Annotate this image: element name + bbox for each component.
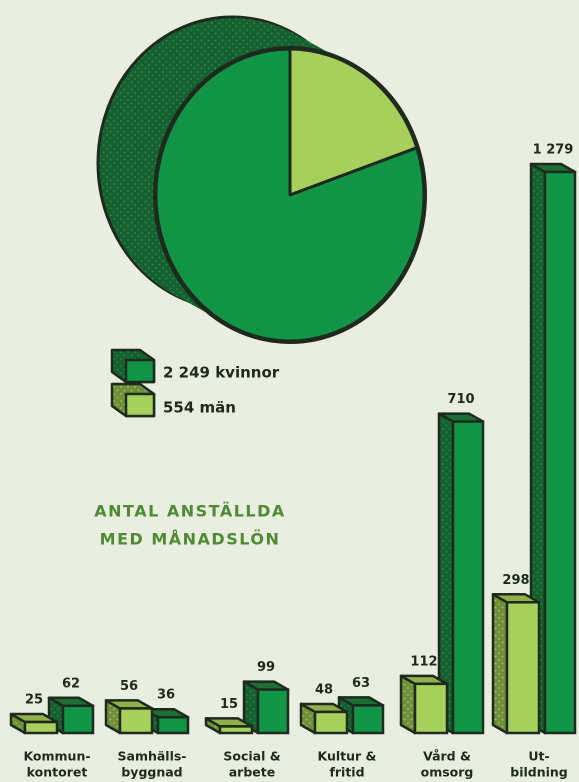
category-label: kontoret: [27, 765, 88, 780]
value-label: 36: [157, 688, 175, 703]
bar: [118, 707, 154, 735]
bar: [505, 601, 541, 735]
value-label: 56: [120, 679, 138, 694]
category-label: Samhälls-: [118, 749, 187, 764]
value-label: 298: [502, 573, 529, 588]
bar: [218, 725, 254, 735]
category-label: Ut-: [528, 749, 549, 764]
bar: [351, 704, 385, 735]
bar: [156, 715, 190, 735]
bars: 62 25 Kommun-kontoret 36 56 Samhälls-byggnad 9…: [9, 143, 577, 780]
category-label: bildning: [510, 765, 568, 780]
legend: [110, 348, 156, 418]
value-label: 25: [25, 693, 43, 708]
category-label: omsorg: [421, 765, 474, 780]
legend-icon: [124, 392, 156, 418]
category-label: Social &: [223, 749, 280, 764]
category-label: Vård &: [423, 749, 471, 764]
bar: [256, 688, 290, 735]
value-label: 62: [62, 676, 80, 691]
value-label: 1 279: [533, 143, 574, 158]
category-label: Kultur &: [318, 749, 377, 764]
value-label: 99: [257, 660, 275, 675]
bar: [543, 170, 577, 735]
bar: [61, 704, 95, 735]
value-label: 710: [447, 392, 474, 407]
bar-side: [399, 674, 417, 735]
title: MED MÅNADSLÖN: [100, 530, 281, 549]
bar-side: [491, 593, 509, 735]
bar: [451, 420, 485, 735]
category-label: fritid: [329, 765, 364, 780]
value-label: 48: [315, 682, 333, 697]
legend-label: 554 män: [163, 399, 236, 417]
category-label: arbete: [229, 765, 275, 780]
category-label: Kommun-: [23, 749, 90, 764]
value-label: 63: [352, 676, 370, 691]
pie: [96, 15, 427, 344]
bar: [23, 720, 59, 735]
legend-icon: [124, 358, 156, 384]
title: ANTAL ANSTÄLLDA: [94, 502, 286, 521]
bar: [313, 710, 349, 735]
pie-slice: [154, 47, 426, 343]
category-label: byggnad: [121, 765, 182, 780]
value-label: 15: [220, 697, 238, 712]
legend-label: 2 249 kvinnor: [163, 364, 280, 382]
bar: [413, 682, 449, 735]
value-label: 112: [410, 654, 437, 669]
